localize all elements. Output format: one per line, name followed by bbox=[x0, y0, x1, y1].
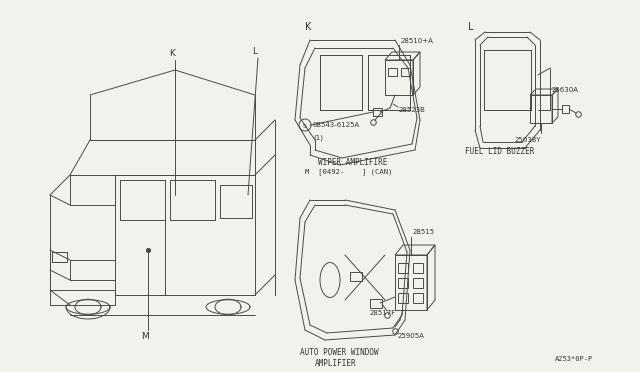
Text: 28517F: 28517F bbox=[370, 310, 396, 316]
Text: M  [0492-    ] (CAN): M [0492- ] (CAN) bbox=[305, 168, 392, 175]
Text: (1): (1) bbox=[313, 134, 323, 141]
Text: 25630A: 25630A bbox=[552, 87, 579, 93]
Bar bbox=[401, 68, 410, 76]
Text: S: S bbox=[303, 124, 307, 128]
Text: 25905A: 25905A bbox=[398, 333, 425, 339]
Bar bbox=[52, 252, 67, 262]
Bar bbox=[350, 272, 362, 281]
Text: FUEL LID BUZZER: FUEL LID BUZZER bbox=[465, 147, 534, 156]
Bar bbox=[413, 293, 423, 303]
Text: WIPER AMPLIFIRE: WIPER AMPLIFIRE bbox=[318, 158, 387, 167]
Text: 28523B: 28523B bbox=[399, 107, 426, 113]
Text: L: L bbox=[468, 22, 474, 32]
Text: AMPLIFIER: AMPLIFIER bbox=[315, 359, 356, 368]
Bar bbox=[388, 68, 397, 76]
Bar bbox=[370, 299, 382, 308]
Text: K: K bbox=[169, 49, 175, 58]
Bar bbox=[530, 95, 552, 123]
Bar bbox=[395, 255, 427, 310]
Text: L: L bbox=[253, 47, 257, 56]
Text: 28510+A: 28510+A bbox=[401, 38, 434, 44]
Bar bbox=[385, 60, 413, 95]
Bar bbox=[398, 263, 408, 273]
Bar bbox=[413, 263, 423, 273]
Text: M: M bbox=[141, 332, 149, 341]
Text: K: K bbox=[305, 22, 312, 32]
Bar bbox=[320, 55, 362, 110]
Bar bbox=[368, 55, 410, 110]
Text: 25038Y: 25038Y bbox=[515, 137, 541, 143]
Bar bbox=[398, 278, 408, 288]
Bar bbox=[398, 293, 408, 303]
Text: 08543-6125A: 08543-6125A bbox=[313, 122, 360, 128]
Text: 28515: 28515 bbox=[413, 229, 435, 235]
Bar bbox=[562, 105, 569, 113]
Bar bbox=[373, 108, 382, 116]
Text: A253*0P-P: A253*0P-P bbox=[555, 356, 593, 362]
Bar bbox=[484, 50, 531, 110]
Text: AUTO POWER WINDOW: AUTO POWER WINDOW bbox=[300, 348, 379, 357]
Bar bbox=[413, 278, 423, 288]
